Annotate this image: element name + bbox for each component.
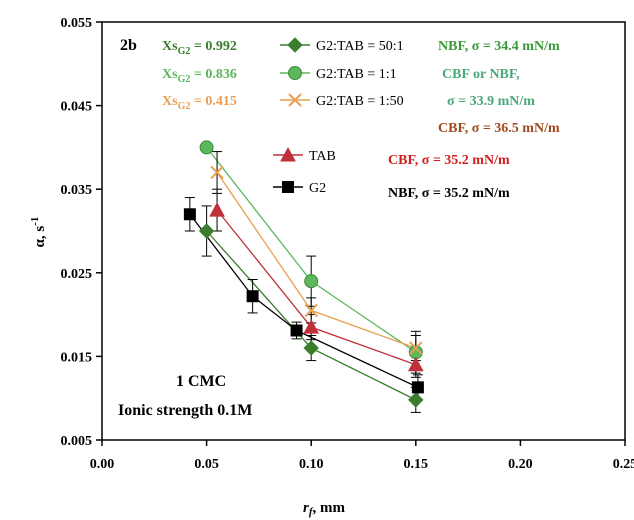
- data-point-stroke: [409, 341, 423, 355]
- y-tick-label: 0.035: [61, 183, 93, 198]
- series-line: [216, 209, 417, 366]
- legend-label: G2: [309, 181, 326, 196]
- x-tick-label: 0.00: [90, 457, 115, 472]
- panel-label: 2b: [120, 37, 137, 54]
- x-axis-title: rf, mm: [303, 500, 346, 518]
- legend-label: G2:TAB = 1:50: [316, 94, 404, 109]
- annotation-5: CBF, σ = 35.2 mN/m: [388, 153, 510, 168]
- legend-marker: [280, 146, 296, 162]
- cmc-label: 1 CMC: [176, 373, 226, 390]
- y-tick-label: 0.005: [61, 434, 93, 449]
- legend-marker: [288, 93, 302, 107]
- data-point-stroke: [304, 303, 318, 318]
- xs-label: XsG2 = 0.836: [162, 67, 237, 85]
- data-point: [409, 341, 423, 355]
- annotation-6: NBF, σ = 35.2 mN/m: [388, 186, 510, 201]
- y-tick-label: 0.055: [61, 16, 93, 31]
- data-point: [411, 381, 424, 394]
- legend-label: G2:TAB = 1:1: [316, 67, 397, 82]
- data-point: [408, 392, 424, 408]
- legend-marker: [288, 66, 302, 80]
- plot-frame: [101, 21, 626, 441]
- data-point-stroke: [210, 165, 224, 180]
- data-point: [183, 208, 196, 221]
- axis-ticks: [96, 21, 626, 446]
- data-point: [304, 274, 319, 289]
- legend-label: G2:TAB = 50:1: [316, 39, 404, 54]
- data-point: [210, 165, 224, 180]
- annotation-4: CBF, σ = 36.5 mN/m: [438, 121, 560, 136]
- x-tick-label: 0.05: [194, 457, 219, 472]
- legend-label: TAB: [309, 149, 336, 164]
- x-tick-label: 0.25: [613, 457, 634, 472]
- x-tick-label: 0.10: [299, 457, 324, 472]
- data-point: [303, 319, 320, 334]
- data-point: [407, 356, 424, 372]
- annotation-1: NBF, σ = 34.4 mN/m: [438, 39, 560, 54]
- xs-label: XsG2 = 0.415: [162, 94, 237, 112]
- data-point: [246, 290, 259, 303]
- series-markers: [183, 140, 424, 408]
- annotation-3: σ = 33.9 mN/m: [447, 94, 535, 109]
- data-point: [304, 303, 318, 318]
- x-tick-labels: 0.00 0.05 0.10 0.15 0.20 0.25: [90, 457, 634, 472]
- data-point: [198, 223, 215, 239]
- data-point: [209, 202, 225, 217]
- legend-marker: [282, 181, 294, 193]
- y-tick-label: 0.015: [61, 350, 93, 365]
- y-tick-label: 0.045: [61, 100, 93, 115]
- legend-marker-stroke: [288, 93, 302, 107]
- y-axis-title: α, s-1: [29, 217, 48, 248]
- data-point: [199, 140, 214, 155]
- annotation-2: CBF or NBF,: [442, 67, 520, 82]
- series-lines: [189, 146, 419, 401]
- data-point: [303, 340, 319, 356]
- legend-marker: [287, 37, 303, 53]
- x-tick-label: 0.20: [508, 457, 533, 472]
- series-line: [189, 213, 419, 388]
- ionic-strength-label: Ionic strength 0.1M: [118, 402, 252, 419]
- y-tick-label: 0.025: [61, 267, 93, 282]
- y-tick-labels: 0.005 0.015 0.025 0.035 0.045 0.055: [61, 16, 93, 449]
- data-point: [290, 324, 303, 337]
- xs-label: XsG2 = 0.992: [162, 39, 237, 57]
- legend: G2:TAB = 50:1 XsG2 = 0.992 G2:TAB = 1:1 XsG…: [162, 37, 404, 196]
- x-tick-label: 0.15: [404, 457, 429, 472]
